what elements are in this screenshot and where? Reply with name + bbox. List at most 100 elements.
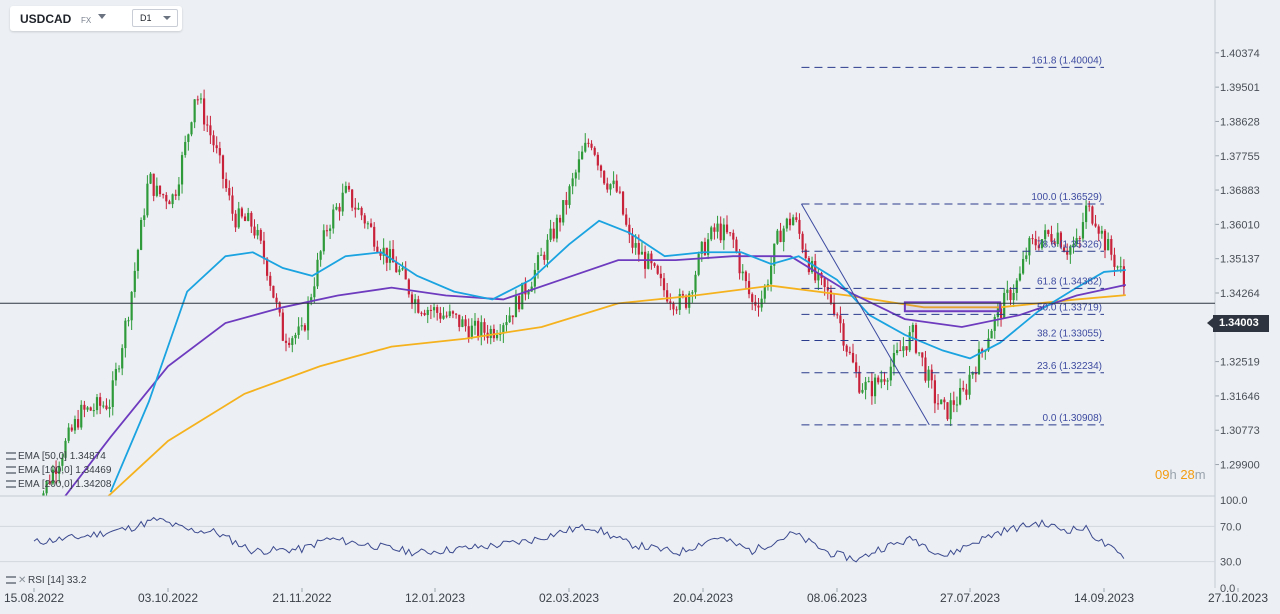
candle-body (662, 278, 666, 291)
candle-body (631, 234, 634, 248)
candle-body (73, 419, 77, 431)
symbol-class: FX (81, 16, 92, 25)
candle-body (1116, 266, 1119, 268)
candle-body (426, 309, 429, 316)
candle-body (798, 219, 801, 234)
candle-body (864, 381, 867, 390)
timeframe-select[interactable]: D1 (132, 9, 178, 27)
candle-body (146, 183, 149, 216)
candle-body (1018, 273, 1022, 281)
candle-body (558, 217, 562, 223)
candle-body (640, 251, 644, 255)
candle-body (823, 278, 826, 287)
candle-body (187, 134, 190, 142)
candle-body (574, 172, 577, 179)
candle-body (92, 410, 95, 412)
close-icon[interactable]: ✕ (18, 575, 27, 586)
candle-body (136, 249, 140, 271)
candle-body (410, 294, 414, 305)
countdown-minutes: 28 (1180, 467, 1195, 482)
symbol-name[interactable]: USDCAD (20, 12, 72, 26)
candle-body (451, 311, 455, 314)
candle-body (212, 135, 215, 146)
candle-body (751, 294, 754, 302)
candle-body (568, 186, 571, 205)
candle-body (225, 178, 228, 189)
candle-body (184, 141, 187, 156)
price-axis-label: 1.34264 (1220, 288, 1260, 300)
candle-body (911, 324, 914, 333)
candle-body (269, 275, 272, 286)
candle-body (130, 291, 133, 321)
candle-body (360, 207, 363, 216)
candle-body (637, 243, 640, 255)
price-axis-label: 1.38628 (1220, 116, 1260, 128)
candle-body (455, 313, 458, 315)
candle-body (275, 297, 278, 303)
candle-body (473, 320, 477, 326)
candle-body (747, 281, 751, 295)
candle-body (347, 185, 351, 190)
candles-group (42, 89, 1125, 496)
candle-body (776, 230, 779, 244)
candle-body (996, 308, 999, 317)
indicator-settings-icon[interactable] (6, 576, 16, 585)
candle-body (228, 188, 231, 196)
candle-body (858, 371, 861, 393)
date-axis-label: 12.01.2023 (405, 591, 465, 605)
candle-body (158, 185, 162, 195)
rsi-line (33, 516, 1125, 563)
candle-body (105, 405, 108, 409)
candle-body (470, 325, 473, 339)
indicator-value: 1.34874 (69, 451, 106, 462)
candle-body (297, 326, 300, 335)
candle-body (621, 191, 625, 215)
candle-body (634, 243, 637, 248)
candle-body (628, 224, 631, 235)
candle-body (48, 481, 51, 484)
date-axis-label: 27.07.2023 (940, 591, 1000, 605)
candle-body (842, 323, 845, 346)
candle-body (281, 312, 284, 341)
candle-body (1088, 205, 1091, 207)
candle-body (675, 309, 678, 311)
candle-body (1053, 241, 1056, 245)
candle-body (609, 184, 612, 190)
price-axis-label: 1.31646 (1220, 391, 1260, 403)
candle-body (1094, 223, 1097, 227)
candle-body (124, 320, 127, 349)
candle-body (965, 389, 968, 395)
candle-body (64, 440, 67, 458)
candle-countdown: 09h 28m (1155, 467, 1206, 482)
candle-body (873, 377, 877, 397)
candle-body (666, 290, 669, 302)
candle-body (927, 369, 930, 381)
indicator-settings-icon[interactable] (6, 452, 16, 461)
candle-body (221, 155, 225, 179)
indicator-value: 1.34469 (75, 465, 112, 476)
candle-body (993, 316, 996, 331)
candle-body (792, 217, 795, 226)
candle-body (338, 206, 341, 212)
candle-body (773, 243, 776, 266)
candle-body (256, 229, 259, 236)
candle-body (990, 330, 993, 339)
candle-body (543, 254, 546, 260)
candle-body (388, 249, 392, 263)
candle-body (171, 194, 174, 205)
candle-body (376, 246, 379, 253)
candle-body (218, 148, 221, 156)
candle-body (1103, 230, 1107, 251)
candle-body (981, 349, 984, 352)
indicator-settings-icon[interactable] (6, 466, 16, 475)
candle-body (199, 98, 203, 100)
candle-body (930, 369, 933, 381)
symbol-dropdown-chevron-icon[interactable] (98, 14, 106, 19)
candle-body (190, 122, 193, 135)
candle-body (51, 469, 54, 484)
candle-body (152, 173, 155, 196)
indicator-settings-icon[interactable] (6, 480, 16, 489)
candle-body (817, 272, 820, 281)
